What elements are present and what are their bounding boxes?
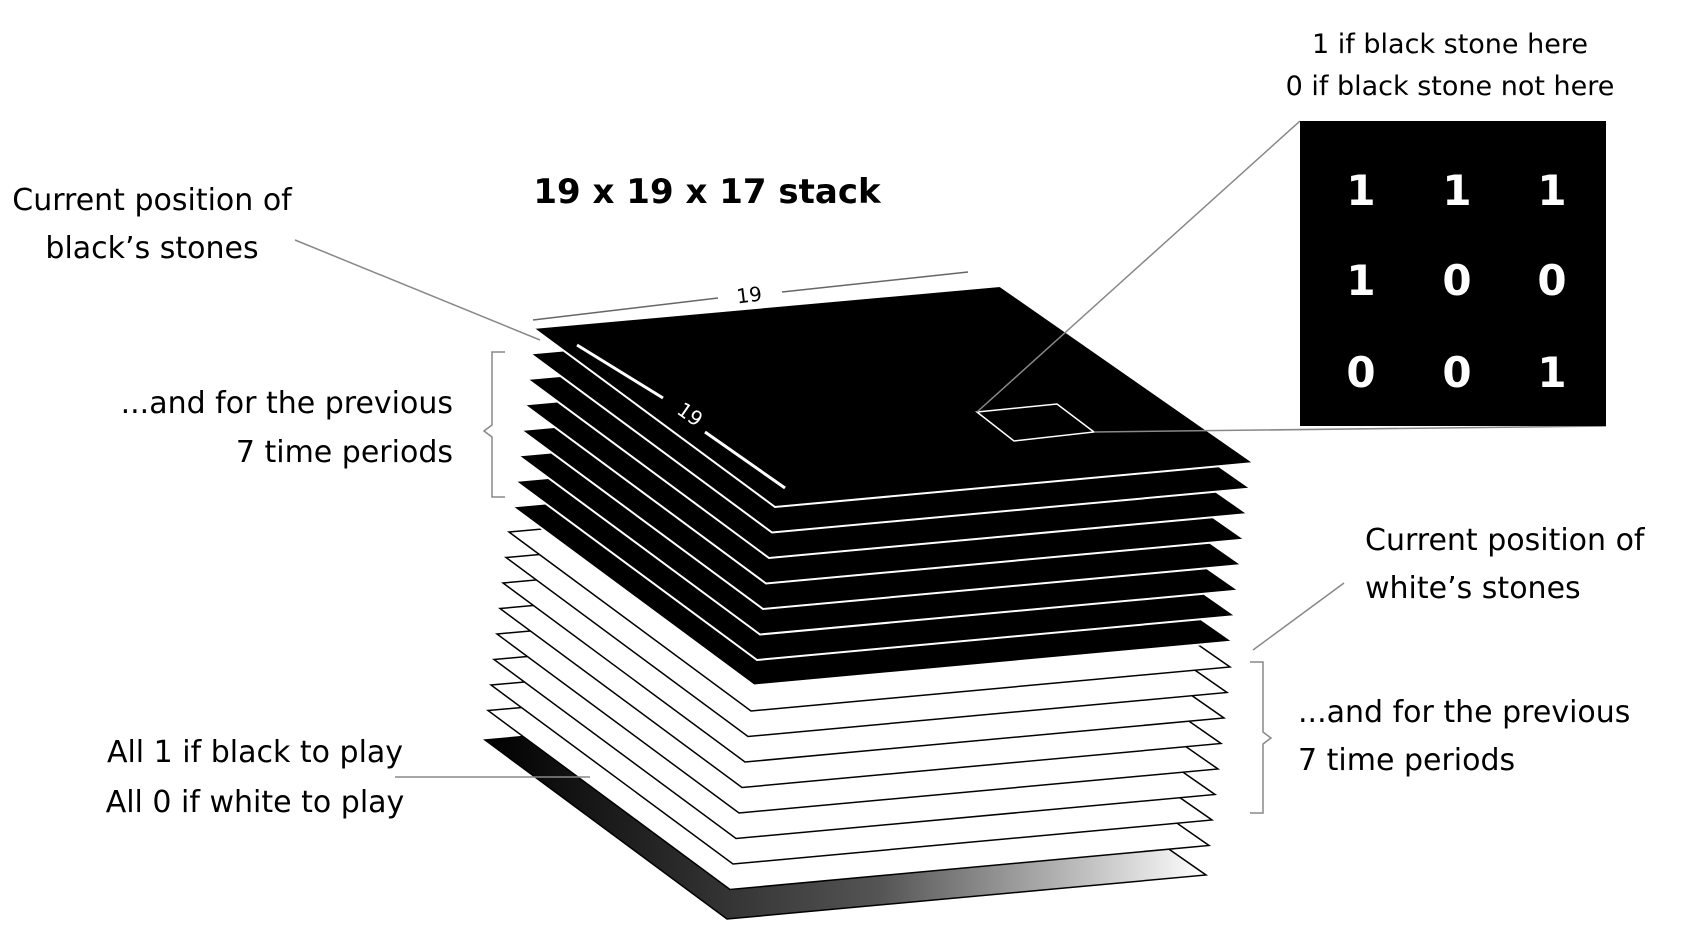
width-dimension: 19 (532, 271, 969, 321)
matrix-background (1300, 121, 1606, 426)
matrix-cell-1-2: 0 (1537, 256, 1566, 305)
black-current-leader (294, 239, 541, 341)
plane-stack (482, 284, 1257, 920)
matrix-cell-2-2: 1 (1537, 348, 1566, 397)
matrix-cell-0-2: 1 (1537, 166, 1566, 215)
white-previous-bracket (1250, 661, 1273, 814)
white-current-leader (1252, 582, 1345, 651)
width-dimension-label: 19 (735, 282, 763, 309)
matrix-cell-2-0: 0 (1346, 348, 1375, 397)
zoom-line-bottom (1093, 425, 1607, 433)
white-current-line-2: white’s stones (1365, 571, 1581, 606)
matrix-cell-0-0: 1 (1346, 166, 1375, 215)
color-plane-line-2: All 0 if white to play (106, 785, 405, 820)
white-previous-line-2: 7 time periods (1298, 743, 1515, 778)
black-previous-bracket (482, 351, 505, 498)
cell-matrix: 1 1 1 1 0 0 0 0 1 (1300, 121, 1606, 426)
zoom-line-top (976, 120, 1301, 413)
diagram-title: 19 x 19 x 17 stack (533, 172, 882, 212)
black-previous-line-1: ...and for the previous (121, 386, 453, 421)
matrix-cell-1-1: 0 (1442, 256, 1471, 305)
matrix-cell-2-1: 0 (1442, 348, 1471, 397)
black-previous-line-2: 7 time periods (236, 435, 453, 470)
black-current-line-1: Current position of (12, 183, 293, 218)
white-previous-line-1: ...and for the previous (1298, 695, 1630, 730)
cell-meaning-line-1: 1 if black stone here (1312, 29, 1588, 60)
black-plane-0 (530, 284, 1257, 509)
white-current-line-1: Current position of (1365, 523, 1646, 558)
matrix-cell-1-0: 1 (1346, 256, 1375, 305)
cell-meaning-line-2: 0 if black stone not here (1286, 71, 1615, 102)
color-plane-line-1: All 1 if black to play (107, 735, 403, 770)
black-current-line-2: black’s stones (45, 231, 258, 266)
matrix-cell-0-1: 1 (1442, 166, 1471, 215)
